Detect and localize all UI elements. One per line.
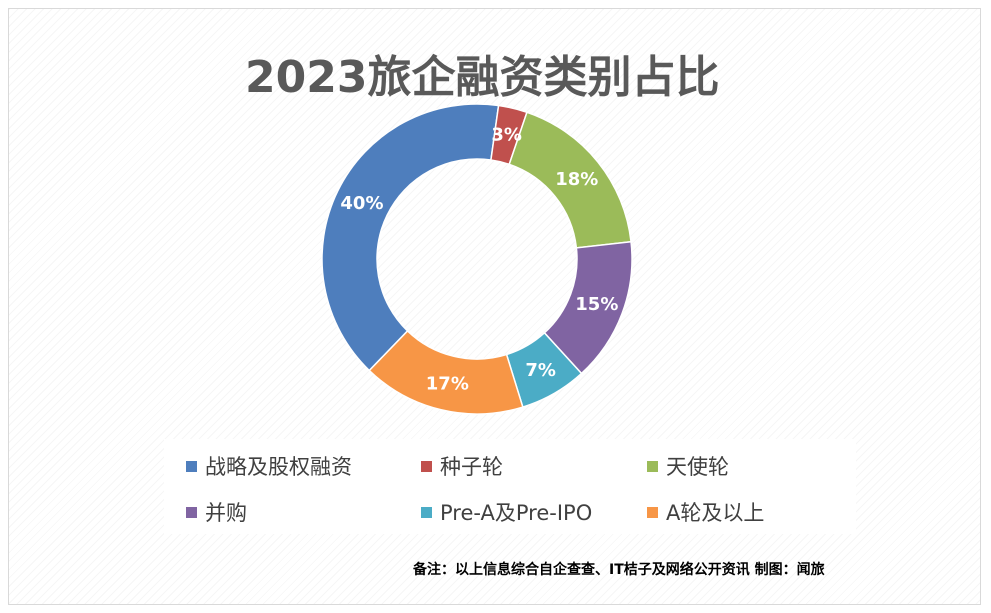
- legend-label: A轮及以上: [666, 501, 765, 525]
- legend-item: 天使轮: [647, 451, 729, 481]
- legend-swatch: [421, 506, 432, 518]
- donut-chart: 40% 3% 18% 15% 7% 17%: [321, 103, 633, 415]
- slice-data-label: 40%: [340, 193, 383, 214]
- legend: 战略及股权融资 种子轮 天使轮并购 Pre-A及Pre-IPO A轮及以上: [164, 439, 856, 534]
- legend-label: Pre-A及Pre-IPO: [440, 501, 593, 525]
- legend-swatch: [647, 460, 658, 472]
- legend-item: 并购: [186, 497, 247, 527]
- slice-data-label: 15%: [575, 294, 618, 315]
- donut-slice: [368, 329, 524, 415]
- donut-slice: [321, 103, 500, 372]
- slice-data-label: 7%: [525, 360, 556, 381]
- legend-swatch: [647, 506, 658, 518]
- legend-label: 战略及股权融资: [205, 455, 352, 479]
- slice-data-label: 18%: [555, 169, 598, 190]
- legend-item: 种子轮: [421, 451, 503, 481]
- legend-label: 种子轮: [440, 455, 503, 479]
- legend-swatch: [421, 460, 432, 472]
- footnote: 备注：以上信息综合自企查查、IT桔子及网络公开资讯 制图：闻旅: [413, 562, 825, 578]
- legend-swatch: [186, 460, 197, 472]
- legend-item: 战略及股权融资: [186, 451, 352, 481]
- legend-label: 并购: [205, 501, 247, 525]
- legend-label: 天使轮: [666, 455, 729, 479]
- legend-item: A轮及以上: [647, 497, 764, 527]
- chart-frame: 2023旅企融资类别占比 40% 3% 18% 15% 7% 17% 战略及股权融资 种子轮…: [8, 8, 981, 605]
- legend-swatch: [186, 506, 197, 518]
- slice-data-label: 3%: [491, 124, 522, 145]
- legend-item: Pre-A及Pre-IPO: [421, 497, 592, 527]
- chart-title: 2023旅企融资类别占比: [245, 52, 720, 103]
- slice-data-label: 17%: [426, 374, 469, 395]
